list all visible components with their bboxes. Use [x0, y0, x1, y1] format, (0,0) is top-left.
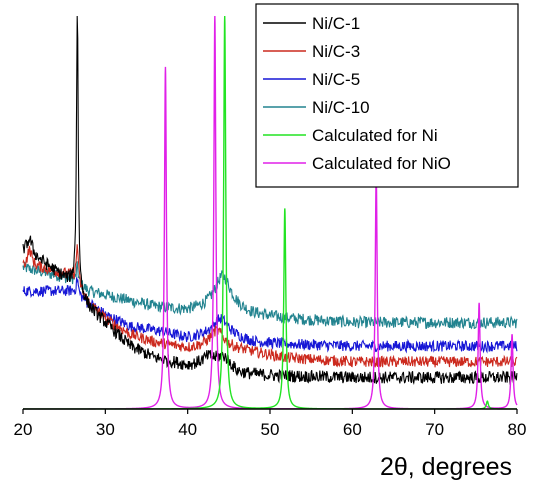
series-line-ni-c-3: [22, 244, 518, 368]
x-tick-label: 80: [508, 420, 527, 439]
series-line-ni-c-5: [22, 277, 518, 354]
x-tick-label: 70: [425, 420, 444, 439]
x-tick-label: 50: [261, 420, 280, 439]
legend: Ni/C-1 Ni/C-3 Ni/C-5 Ni/C-10 Calculated for …: [255, 3, 519, 188]
series-line-ni-c-1: [22, 15, 518, 386]
x-tick-label: 60: [343, 420, 362, 439]
x-tick-label: 40: [178, 420, 197, 439]
legend-label: Ni/C-5: [312, 70, 360, 89]
legend-box: [255, 3, 519, 188]
legend-label: Ni/C-1: [312, 14, 360, 33]
legend-label: Ni/C-10: [312, 98, 370, 117]
x-axis: 20 30 40 50 60 70 80: [14, 408, 527, 439]
legend-label: Calculated for Ni: [312, 126, 438, 145]
legend-label: Calculated for NiO: [312, 154, 451, 173]
x-tick-label: 30: [96, 420, 115, 439]
x-tick-label: 20: [14, 420, 33, 439]
x-axis-title: 2θ, degrees: [380, 453, 512, 481]
legend-label: Ni/C-3: [312, 42, 360, 61]
series-line-ni-c-10: [22, 261, 518, 330]
